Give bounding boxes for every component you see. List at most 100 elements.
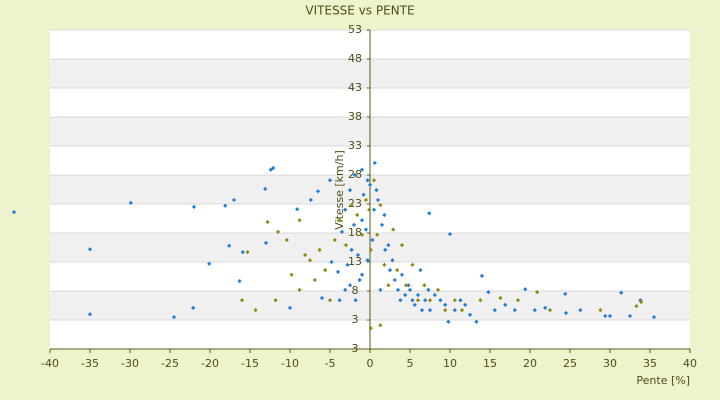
x-tick-label: 10	[443, 357, 457, 370]
scatter-point	[392, 277, 397, 283]
scatter-point	[332, 237, 337, 243]
scatter-point	[535, 290, 540, 295]
scatter-point	[359, 272, 365, 277]
scatter-point	[263, 186, 268, 192]
scatter-point	[447, 232, 453, 237]
scatter-point	[343, 243, 349, 248]
scatter-point	[386, 243, 391, 248]
scatter-point	[128, 200, 133, 205]
scatter-point	[563, 291, 568, 297]
scatter-point	[363, 197, 369, 203]
scatter-point	[379, 222, 385, 228]
scatter-point	[239, 298, 245, 303]
scatter-point	[547, 308, 553, 313]
scatter-point	[378, 203, 383, 208]
scatter-point	[603, 313, 608, 319]
scatter-point	[651, 314, 657, 320]
y-tick-label: 53	[348, 23, 362, 36]
scatter-point	[335, 269, 341, 274]
scatter-point	[607, 313, 613, 319]
scatter-point	[427, 298, 433, 303]
scatter-point	[498, 295, 503, 301]
scatter-point	[337, 298, 342, 303]
scatter-point	[353, 298, 358, 303]
scatter-point	[245, 250, 250, 255]
scatter-point	[419, 308, 425, 313]
scatter-point	[639, 299, 644, 305]
scatter-point	[427, 211, 432, 216]
x-tick-label: -10	[281, 357, 299, 370]
scatter-point	[327, 178, 333, 183]
scatter-point	[515, 298, 521, 303]
scatter-point	[347, 283, 353, 288]
y-tick-label: 23	[348, 197, 362, 210]
scatter-point	[378, 323, 383, 328]
scatter-point	[378, 287, 383, 292]
scatter-point	[492, 308, 497, 313]
scatter-point	[352, 172, 357, 178]
scatter-point	[11, 209, 17, 215]
x-tick-label: 0	[367, 357, 374, 370]
y-axis-label: Vitesse [km/h]	[333, 150, 346, 230]
scatter-point	[223, 203, 228, 208]
scatter-point	[634, 303, 639, 309]
y-tick-label: 43	[348, 81, 362, 94]
y-tick-label: 33	[348, 139, 362, 152]
y-tick-label: 18	[348, 226, 362, 239]
scatter-point	[339, 229, 345, 234]
scatter-point	[382, 262, 387, 268]
scatter-point	[463, 302, 468, 308]
scatter-point	[357, 277, 362, 283]
scatter-point	[432, 292, 437, 298]
scatter-point	[398, 298, 403, 303]
x-tick-label: 30	[603, 357, 617, 370]
scatter-point	[478, 298, 483, 303]
scatter-point	[319, 295, 325, 301]
scatter-point	[619, 290, 624, 295]
scatter-point	[323, 267, 328, 273]
x-tick-label: 5	[407, 357, 414, 370]
scatter-point	[315, 189, 321, 194]
scatter-point	[627, 313, 633, 319]
scatter-point	[563, 310, 569, 316]
scatter-point	[438, 298, 443, 303]
scatter-point	[191, 204, 197, 210]
scatter-point	[317, 247, 322, 252]
scatter-point	[443, 308, 448, 313]
scatter-point	[345, 262, 350, 268]
scatter-point	[426, 287, 431, 292]
scatter-point	[308, 197, 313, 203]
scatter-point	[349, 203, 354, 208]
x-tick-label: 20	[523, 357, 537, 370]
scatter-point	[365, 178, 370, 183]
scatter-point	[410, 262, 415, 268]
scatter-point	[375, 197, 381, 203]
scatter-point	[372, 160, 377, 165]
scatter-point	[359, 232, 365, 237]
scatter-point	[410, 298, 415, 303]
scatter-point	[375, 232, 380, 237]
scatter-point	[359, 218, 365, 223]
scatter-point	[231, 197, 237, 203]
scatter-point	[307, 258, 313, 263]
scatter-point	[412, 302, 417, 308]
scatter-point	[337, 218, 342, 223]
y-tick-label: 38	[348, 110, 362, 123]
scatter-point	[467, 312, 473, 317]
scatter-point	[452, 298, 457, 303]
x-tick-label: -25	[161, 357, 179, 370]
scatter-point	[532, 308, 537, 313]
scatter-point	[343, 207, 348, 212]
scatter-point	[263, 240, 269, 245]
scatter-point	[407, 287, 413, 292]
x-tick-label: -30	[121, 357, 139, 370]
scatter-point	[295, 207, 300, 212]
scatter-point	[395, 287, 401, 292]
y-tick-label: 48	[348, 52, 362, 65]
scatter-point	[399, 243, 405, 248]
scatter-point	[374, 187, 379, 193]
x-tick-label: 15	[483, 357, 497, 370]
scatter-point	[365, 258, 370, 263]
scatter-point	[237, 279, 242, 284]
